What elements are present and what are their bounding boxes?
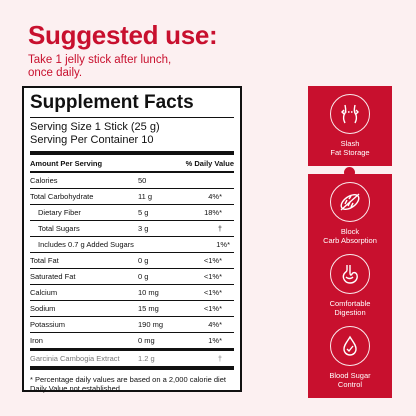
blood-drop-icon (330, 326, 370, 366)
facts-header-row: Amount Per Serving % Daily Value (30, 155, 234, 173)
nutrient-name: Includes 0.7 g Added Sugars (38, 240, 134, 249)
facts-title: Supplement Facts (30, 92, 234, 118)
nutrient-amount: 15 mg (138, 304, 159, 313)
nutrient-amount: 0 g (138, 272, 149, 281)
nutrient-amount: 190 mg (138, 320, 164, 329)
benefit-badge-blood-sugar: Blood Sugar Control (308, 318, 392, 398)
nutrient-dv: 18%* (204, 208, 222, 217)
nutrient-dv: † (217, 224, 222, 233)
facts-row: Potassium 190 mg 4%* (30, 317, 234, 333)
facts-row: Calcium 10 mg <1%* (30, 285, 234, 301)
facts-row: Total Carbohydrate 11 g 4%* (30, 189, 234, 205)
nutrient-name: Total Carbohydrate (30, 192, 94, 201)
benefit-badge-digestion: Comfortable Digestion (308, 246, 392, 326)
benefit-label: Blood Sugar Control (329, 371, 371, 389)
nutrient-name: Calcium (30, 288, 58, 297)
nutrient-dv: <1%* (203, 304, 222, 313)
nutrient-name: Total Sugars (38, 224, 80, 233)
nutrient-name: Calories (30, 176, 58, 185)
nutrient-dv: 4%* (208, 320, 222, 329)
facts-footnote: * Percentage daily values are based on a… (30, 375, 226, 393)
nutrient-name: Dietary Fiber (38, 208, 81, 217)
page-title: Suggested use: (28, 20, 218, 50)
supplement-facts-panel: Supplement Facts Serving Size 1 Stick (2… (22, 86, 242, 393)
bread-icon (330, 182, 370, 222)
nutrient-amount: 5 g (138, 208, 149, 217)
nutrient-amount: 11 g (138, 192, 153, 201)
facts-row: Includes 0.7 g Added Sugars 1%* (30, 237, 234, 253)
benefit-badge-carb-absorption: Block Carb Absorption (308, 174, 392, 254)
nutrient-name: Saturated Fat (30, 272, 76, 281)
nutrient-dv: 1%* (216, 240, 230, 249)
stomach-icon (330, 254, 370, 294)
benefit-label: Slash Fat Storage (330, 139, 370, 157)
nutrient-name: Garcinia Cambogia Extract (30, 354, 120, 363)
nutrient-name: Potassium (30, 320, 66, 329)
nutrient-dv: <1%* (203, 256, 222, 265)
nutrient-amount: 50 (138, 176, 147, 185)
nutrient-amount: 0 g (138, 256, 149, 265)
facts-row: Saturated Fat 0 g <1%* (30, 269, 234, 285)
serving-size: Serving Size 1 Stick (25 g) (30, 121, 160, 133)
connector-dot (344, 167, 355, 178)
facts-row: Calories 50 (30, 173, 234, 189)
benefit-label: Block Carb Absorption (323, 227, 377, 245)
nutrient-name: Sodium (30, 304, 56, 313)
nutrient-amount: 10 mg (138, 288, 159, 297)
nutrient-amount: 0 mg (138, 336, 155, 345)
nutrient-dv: † (217, 354, 222, 363)
nutrient-name: Total Fat (30, 256, 59, 265)
benefit-label: Comfortable Digestion (329, 299, 371, 317)
benefit-badge-fat-storage: Slash Fat Storage (308, 86, 392, 166)
facts-row: Dietary Fiber 5 g 18%* (30, 205, 234, 221)
nutrient-dv: 1%* (208, 336, 222, 345)
facts-row: Sodium 15 mg <1%* (30, 301, 234, 317)
nutrient-dv: <1%* (203, 272, 222, 281)
facts-row: Garcinia Cambogia Extract 1.2 g † (30, 351, 234, 370)
nutrient-name: Iron (30, 336, 43, 345)
facts-row: Iron 0 mg 1%* (30, 333, 234, 351)
nutrient-amount: 3 g (138, 224, 149, 233)
usage-instructions: Take 1 jelly stick after lunch, once dai… (28, 54, 172, 79)
serving-info: Serving Size 1 Stick (25 g) Serving Per … (30, 118, 234, 155)
nutrient-amount: 1.2 g (138, 354, 155, 363)
amount-header: Amount Per Serving (30, 159, 103, 168)
waist-icon (330, 94, 370, 134)
nutrient-dv: 4%* (208, 192, 222, 201)
nutrient-dv: <1%* (203, 288, 222, 297)
facts-row: Total Fat 0 g <1%* (30, 253, 234, 269)
facts-row: Total Sugars 3 g † (30, 221, 234, 237)
dv-header: % Daily Value (185, 159, 234, 168)
servings-per-container: Serving Per Container 10 (30, 134, 154, 146)
